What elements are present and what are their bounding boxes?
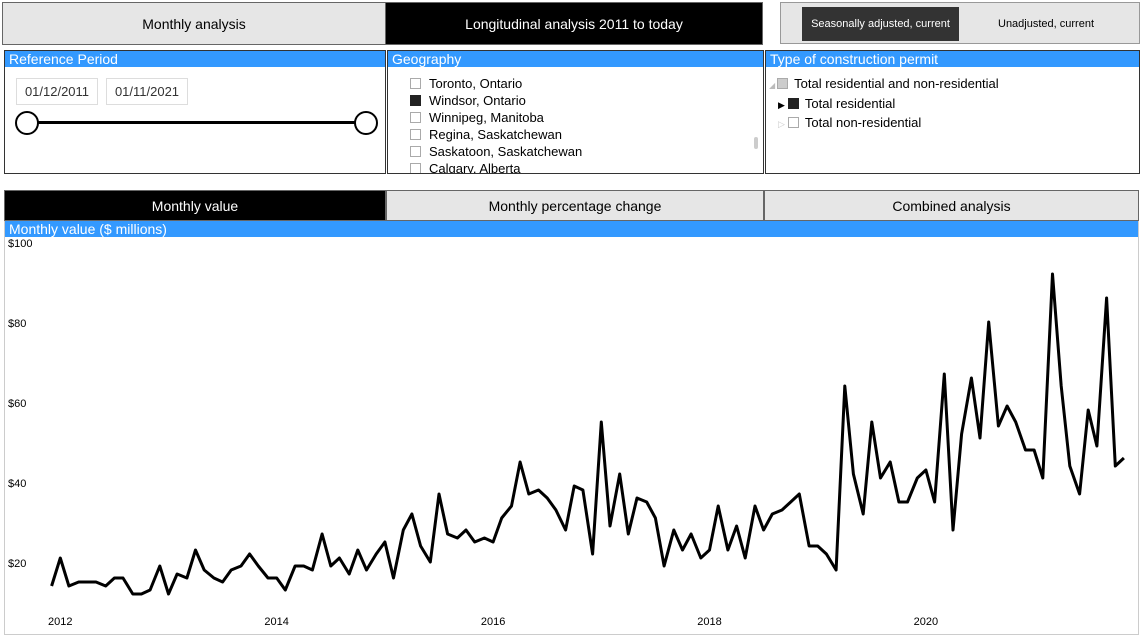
x-tick-label: 2016: [481, 616, 505, 628]
list-label: Regina, Saskatchewan: [429, 127, 562, 142]
checkbox[interactable]: [410, 112, 421, 123]
list-item[interactable]: Regina, Saskatchewan: [410, 126, 740, 143]
start-date[interactable]: 01/12/2011: [16, 78, 98, 105]
y-tick-label: $20: [8, 558, 26, 570]
tree-label: Total residential and non-residential: [794, 76, 999, 91]
checkbox[interactable]: [410, 95, 421, 106]
end-date[interactable]: 01/11/2021: [106, 78, 188, 105]
checkbox[interactable]: [410, 78, 421, 89]
list-item[interactable]: Saskatoon, Saskatchewan: [410, 143, 740, 160]
line: [50, 272, 1125, 596]
slider-handle[interactable]: [15, 111, 39, 135]
x-tick-label: 2014: [264, 616, 288, 628]
list-label: Toronto, Ontario: [429, 76, 523, 91]
toggle-button-active[interactable]: Seasonally adjusted, current: [802, 7, 959, 41]
y-tick-label: $80: [8, 318, 26, 330]
x-tick-label: 2012: [48, 616, 72, 628]
tab-active[interactable]: Monthly value: [4, 190, 386, 221]
y-tick-label: $100: [8, 238, 32, 250]
tree-label: Total residential: [804, 96, 896, 111]
x-tick-label: 2020: [914, 616, 938, 628]
tree-item[interactable]: ▷ Total non-residential: [778, 115, 922, 130]
checkbox[interactable]: [410, 129, 421, 140]
panel-header: Type of construction permit: [766, 51, 1139, 67]
geography-list: Toronto, Ontario Windsor, Ontario Winnipeg…: [410, 75, 740, 173]
tab[interactable]: Monthly analysis: [2, 2, 386, 45]
permit-type-panel: Type of construction permit ◢ Total resid…: [765, 50, 1140, 174]
chart-panel: Monthly value ($ millions): [4, 221, 1139, 635]
slider-track: [27, 121, 367, 124]
tree-item[interactable]: ◢ Total residential and non-residential: [769, 76, 999, 91]
scrollbar[interactable]: [754, 137, 758, 149]
slider-handle[interactable]: [354, 111, 378, 135]
y-tick-label: $60: [8, 398, 26, 410]
chart-title: Monthly value ($ millions): [5, 221, 1138, 237]
tab[interactable]: Combined analysis: [764, 190, 1139, 221]
tab-active[interactable]: Longitudinal analysis 2011 to today: [385, 2, 763, 45]
panel-header: Reference Period: [5, 51, 385, 67]
list-item[interactable]: Calgary, Alberta: [410, 160, 740, 173]
tab[interactable]: Monthly percentage change: [386, 190, 764, 221]
list-label: Saskatoon, Saskatchewan: [429, 144, 583, 159]
toggle-button[interactable]: Unadjusted, current: [998, 18, 1094, 30]
list-label: Windsor, Ontario: [429, 93, 526, 108]
list-item[interactable]: Winnipeg, Manitoba: [410, 109, 740, 126]
tree-item[interactable]: ▶ Total residential: [778, 96, 896, 111]
panel-header: Geography: [388, 51, 763, 67]
list-item[interactable]: Windsor, Ontario: [410, 92, 740, 109]
list-label: Winnipeg, Manitoba: [429, 110, 544, 125]
tree-label: Total non-residential: [804, 115, 922, 130]
reference-period-panel: Reference Period 01/12/2011 01/11/2021: [4, 50, 386, 174]
checkbox[interactable]: [410, 163, 421, 173]
list-label: Calgary, Alberta: [429, 161, 521, 173]
x-tick-label: 2018: [697, 616, 721, 628]
geography-panel: Geography Toronto, Ontario Windsor, Ontar…: [387, 50, 764, 174]
y-tick-label: $40: [8, 478, 26, 490]
checkbox[interactable]: [410, 146, 421, 157]
adjustment-toggle: Seasonally adjusted, current Unadjusted,…: [780, 2, 1140, 44]
list-item[interactable]: Toronto, Ontario: [410, 75, 740, 92]
